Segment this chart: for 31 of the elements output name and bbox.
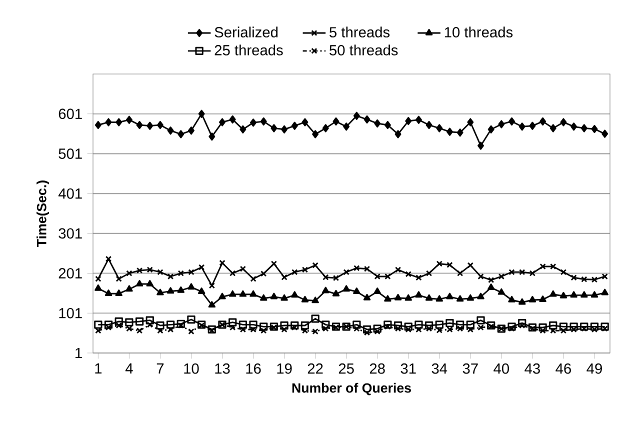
x-tick-label: 43 [524,363,540,374]
y-axis-title: Time(Sec.) [36,180,49,247]
y-tick-label: 101 [59,308,82,318]
x-tick-label: 19 [277,363,292,374]
x-tick-label: 4 [125,363,133,374]
y-tick-label: 1 [76,348,82,358]
x-tick-label: 13 [215,363,230,374]
x-tick-label: 22 [308,363,323,374]
legend-label: 25 threads [214,44,283,56]
x-tick-label: 34 [432,363,448,374]
legend-label: 10 threads [444,26,513,38]
x-tick-label: 49 [586,363,602,374]
y-tick-label: 301 [58,228,82,239]
x-tick-label: 28 [370,363,385,374]
x-tick-label: 7 [156,363,164,374]
x-tick-label: 31 [400,363,416,374]
x-axis-title: Number of Queries [292,382,411,396]
x-tick-label: 40 [494,363,509,374]
x-tick-label: 10 [184,363,199,374]
x-tick-label: 46 [556,363,571,374]
y-tick-label: 401 [58,188,82,199]
y-tick-label: 601 [58,108,82,120]
x-tick-label: 1 [95,363,102,374]
y-tick-label: 201 [58,268,82,278]
legend-label: 5 threads [330,26,390,38]
legend-label: 50 threads [330,44,398,56]
x-tick-label: 16 [246,363,261,374]
y-tick-label: 501 [58,148,82,159]
x-tick-label: 25 [338,363,354,374]
x-tick-label: 37 [462,363,478,374]
legend-label: Serialized [214,26,278,38]
